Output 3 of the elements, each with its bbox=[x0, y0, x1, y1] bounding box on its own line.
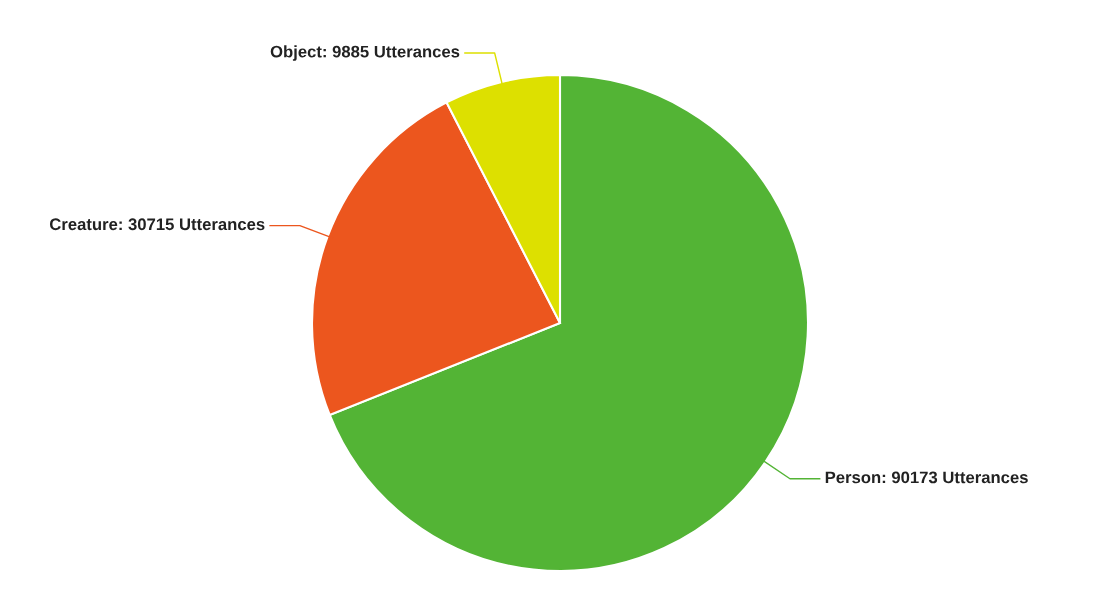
slice-label: Creature: 30715 Utterances bbox=[49, 218, 265, 231]
slice-label: Object: 9885 Utterances bbox=[270, 45, 460, 61]
slice-label: Person: 90173 Utterances bbox=[825, 471, 1028, 484]
